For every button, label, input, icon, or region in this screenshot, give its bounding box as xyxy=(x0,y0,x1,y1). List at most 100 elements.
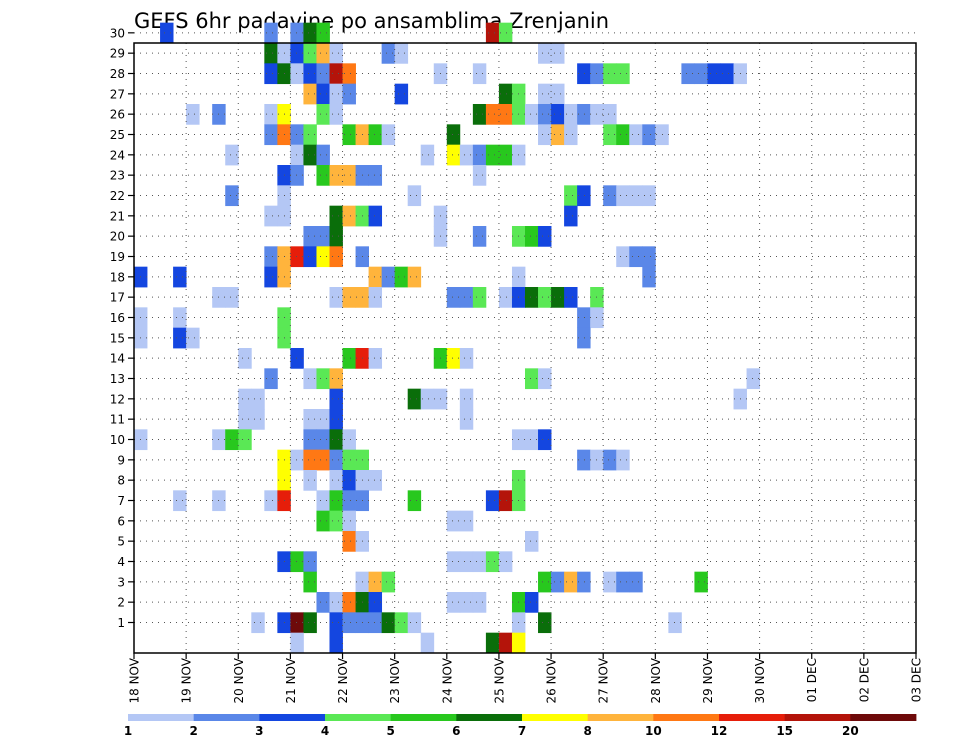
heatmap-cell xyxy=(342,490,356,512)
heatmap-cell xyxy=(498,104,513,125)
heatmap-cell xyxy=(577,307,591,329)
heatmap-cell xyxy=(303,551,317,573)
heatmap-cell xyxy=(511,632,526,654)
y-tick-label: 21 xyxy=(110,209,125,223)
heatmap-cell xyxy=(472,144,487,166)
heatmap-cell xyxy=(485,490,500,512)
heatmap-cell xyxy=(225,185,239,207)
heatmap-cell xyxy=(342,165,356,186)
x-tick-label: 29 NOV xyxy=(701,657,715,703)
heatmap-cell xyxy=(264,104,278,125)
color-scale-label: 1 xyxy=(124,724,132,738)
heatmap-cell xyxy=(459,409,474,430)
heatmap-cell xyxy=(264,246,278,268)
heatmap-cell xyxy=(525,287,539,308)
heatmap-cell xyxy=(551,124,565,146)
heatmap-cell xyxy=(290,165,304,186)
y-tick-label: 25 xyxy=(110,128,125,142)
color-scale-swatch xyxy=(259,714,326,721)
y-tick-label: 28 xyxy=(110,67,125,81)
heatmap-cell xyxy=(577,185,591,207)
heatmap-cell xyxy=(538,287,552,308)
heatmap-cell xyxy=(459,510,474,532)
x-tick-label: 23 NOV xyxy=(388,657,402,703)
y-tick-label: 18 xyxy=(110,270,125,284)
heatmap-cell xyxy=(498,632,513,654)
heatmap-cell xyxy=(303,449,317,471)
y-tick-label: 9 xyxy=(117,453,125,467)
heatmap-cell xyxy=(173,307,187,329)
y-tick-label: 11 xyxy=(110,413,125,427)
heatmap-cell xyxy=(616,246,630,268)
y-tick-label: 12 xyxy=(110,392,125,406)
heatmap-cell xyxy=(525,531,539,552)
y-tick-label: 19 xyxy=(110,250,125,264)
y-tick-label: 23 xyxy=(110,169,125,183)
heatmap-cell xyxy=(498,287,513,308)
color-scale-label: 6 xyxy=(452,724,460,738)
heatmap-cell xyxy=(538,226,552,247)
heatmap-cell xyxy=(264,43,278,64)
heatmap-cell xyxy=(238,429,252,451)
heatmap-cell xyxy=(316,368,330,390)
heatmap-cell xyxy=(329,43,343,64)
heatmap-cell xyxy=(603,104,617,125)
heatmap-cell xyxy=(642,185,656,207)
heatmap-cell xyxy=(459,287,474,308)
heatmap-cell xyxy=(472,63,487,85)
heatmap-cell xyxy=(551,83,565,105)
y-tick-label: 16 xyxy=(110,311,125,325)
heatmap-cell xyxy=(160,22,174,44)
color-scale-swatch xyxy=(587,714,654,721)
heatmap-cell xyxy=(303,429,317,451)
color-scale-label: 12 xyxy=(711,724,728,738)
y-tick-label: 6 xyxy=(117,514,125,528)
heatmap-cell xyxy=(225,144,239,166)
color-scale-swatch xyxy=(193,714,260,721)
color-scale-swatch xyxy=(784,714,851,721)
color-scale-label: 15 xyxy=(776,724,793,738)
chart-title: GEFS 6hr padavine po ansamblima Zrenjani… xyxy=(134,9,609,33)
heatmap-cell xyxy=(446,287,461,308)
color-scale-swatch xyxy=(325,714,392,721)
x-tick-label: 20 NOV xyxy=(232,657,246,703)
heatmap-cell xyxy=(746,368,760,390)
x-tick-label: 25 NOV xyxy=(492,657,506,703)
heatmap-cell xyxy=(629,185,643,207)
y-tick-label: 1 xyxy=(117,616,125,630)
heatmap-cell xyxy=(238,388,252,410)
heatmap-cell xyxy=(316,449,330,471)
heatmap-cell xyxy=(329,287,343,308)
heatmap-cell xyxy=(329,409,343,430)
heatmap-cell xyxy=(342,348,356,369)
heatmap-cell xyxy=(472,551,487,573)
heatmap-cell xyxy=(498,490,513,512)
heatmap-cell xyxy=(720,63,734,85)
heatmap-cell xyxy=(564,104,578,125)
grid-lines xyxy=(134,32,916,653)
heatmap-cell xyxy=(342,612,356,634)
y-tick-label: 8 xyxy=(117,474,125,488)
heatmap-cell xyxy=(316,22,330,44)
color-scale-label: 7 xyxy=(518,724,526,738)
x-tick-label: 21 NOV xyxy=(284,657,298,703)
heatmap-cell xyxy=(538,612,552,634)
heatmap-cell xyxy=(538,43,552,64)
heatmap-cell xyxy=(694,63,708,85)
color-scale-swatch xyxy=(653,714,720,721)
heatmap-cell xyxy=(551,43,565,64)
heatmap-cell xyxy=(394,43,409,64)
color-scale-swatch xyxy=(522,714,589,721)
heatmap-cell xyxy=(551,104,565,125)
heatmap-cell xyxy=(264,63,278,85)
y-tick-label: 4 xyxy=(117,555,125,569)
heatmap-cell xyxy=(577,449,591,471)
heatmap-cell xyxy=(407,388,422,410)
heatmap-cell xyxy=(446,551,461,573)
heatmap-cell xyxy=(251,612,265,634)
heatmap-cell xyxy=(459,144,474,166)
heatmap-cell xyxy=(368,470,383,491)
y-tick-label: 5 xyxy=(117,535,125,549)
heatmap-cell xyxy=(472,287,487,308)
heatmap-cell xyxy=(329,246,343,268)
